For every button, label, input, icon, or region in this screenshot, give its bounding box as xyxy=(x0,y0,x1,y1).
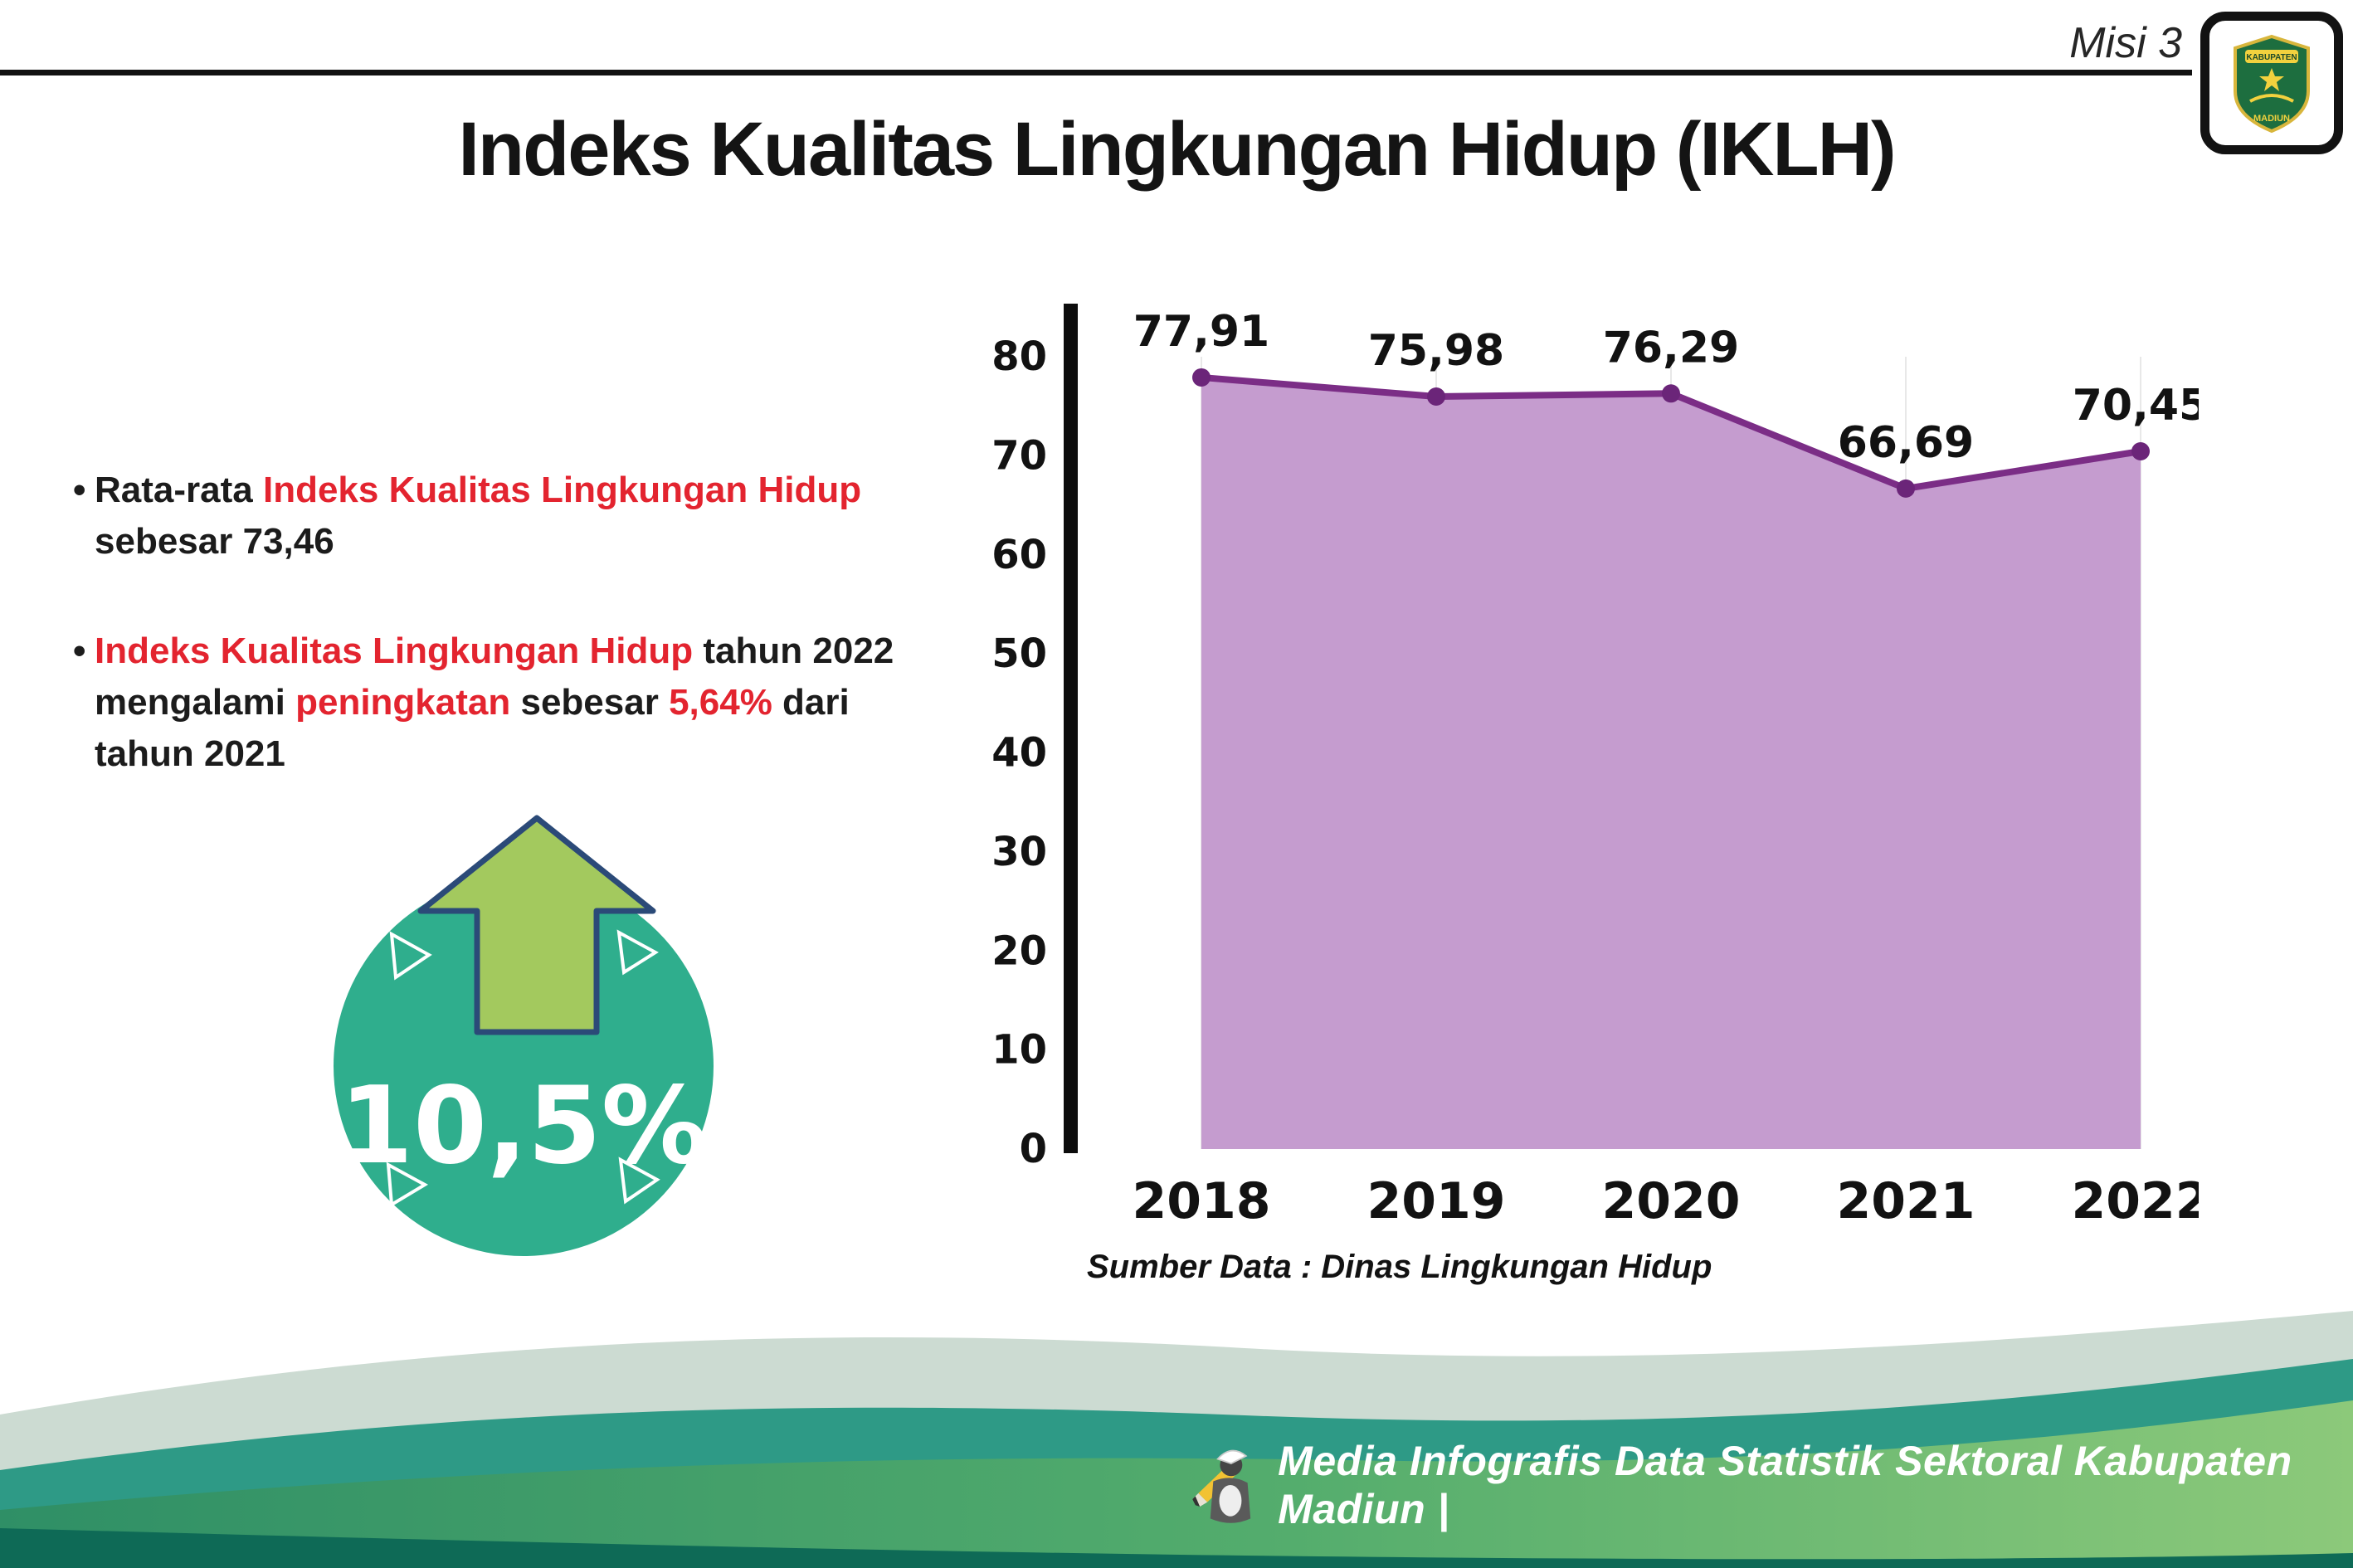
kabupaten-madiun-emblem-icon: KABUPATEN MADIUN xyxy=(2234,34,2310,134)
text-segment: peningkatan xyxy=(295,682,511,723)
badge-value: 10,5% xyxy=(339,1064,709,1188)
bullet-dot: • xyxy=(73,631,86,671)
data-point xyxy=(1662,384,1680,403)
y-tick-label: 60 xyxy=(991,532,1047,578)
text-segment: Rata-rata xyxy=(95,470,263,510)
value-label: 66,69 xyxy=(1838,418,1974,468)
x-tick-label: 2020 xyxy=(1602,1172,1741,1230)
x-tick-label: 2018 xyxy=(1133,1172,1271,1230)
bullet-text: Rata-rata Indeks Kualitas Lingkungan Hid… xyxy=(95,465,1011,567)
mascot-icon xyxy=(1192,1449,1251,1523)
up-arrow-shape xyxy=(417,815,656,1035)
logo-star-icon xyxy=(2259,68,2284,91)
bullet-item: • Indeks Kualitas Lingkungan Hidup tahun … xyxy=(73,626,1011,780)
value-label: 75,98 xyxy=(1368,326,1504,376)
text-segment: tahun 2022 xyxy=(693,631,894,671)
y-axis xyxy=(1064,304,1078,1153)
text-segment: tahun 2021 xyxy=(95,733,285,774)
triangle-icon xyxy=(616,929,659,976)
triangle-icon xyxy=(389,931,432,981)
triangle-icon xyxy=(386,1161,429,1208)
data-point xyxy=(2131,442,2150,461)
text-segment: mengalami xyxy=(95,682,296,723)
iklh-area-chart: 77,91 75,98 76,29 66,69 70,45 0 10 20 30 40 50 60 70… xyxy=(991,304,2210,1230)
y-tick-label: 80 xyxy=(991,334,1047,380)
logo-text-bottom: MADIUN xyxy=(2253,114,2290,124)
page-title: Indeks Kualitas Lingkungan Hidup (IKLH) xyxy=(458,107,1896,192)
text-segment: Indeks Kualitas Lingkungan Hidup xyxy=(262,470,862,510)
y-tick-label: 0 xyxy=(1020,1126,1047,1172)
value-label: 77,91 xyxy=(1133,307,1269,357)
footer-caption: Media Infografis Data Statistik Sektoral… xyxy=(1278,1438,2292,1532)
footer-waves xyxy=(0,1311,2353,1568)
misi-label: Misi 3 xyxy=(2069,19,2182,67)
header-divider xyxy=(0,70,2192,75)
value-label: 76,29 xyxy=(1603,323,1739,373)
mascot-hat xyxy=(1216,1449,1248,1464)
x-tick-label: 2021 xyxy=(1837,1172,1975,1230)
footer-caption-row: Media Infografis Data Statistik Sektoral… xyxy=(1186,1438,2353,1532)
up-arrow-svg xyxy=(417,815,656,1035)
text-segment: 5,64% xyxy=(669,682,772,723)
bullet-item: • Rata-rata Indeks Kualitas Lingkungan Hi… xyxy=(73,465,1011,567)
data-point xyxy=(1897,479,1915,498)
triangle-icon xyxy=(618,1157,660,1205)
bullet-text: Indeks Kualitas Lingkungan Hidup tahun 2… xyxy=(95,626,1011,780)
pencil-tip xyxy=(1192,1493,1208,1507)
text-segment: dari xyxy=(772,682,850,723)
y-tick-label: 70 xyxy=(991,432,1047,479)
logo-text-top: KABUPATEN xyxy=(2246,53,2297,62)
y-tick-label: 50 xyxy=(991,631,1047,677)
x-tick-label: 2022 xyxy=(2072,1172,2200,1230)
data-point xyxy=(1192,368,1211,387)
wave-dark xyxy=(0,1528,2353,1568)
badge-triangle-decorations xyxy=(386,929,660,1208)
logo-banner xyxy=(2245,50,2298,63)
text-segment: sebesar 73,46 xyxy=(95,521,334,562)
logo-wreath xyxy=(2249,94,2294,103)
y-tick-label: 30 xyxy=(991,829,1047,875)
data-point xyxy=(1427,387,1445,406)
up-arrow-icon xyxy=(411,813,660,1039)
kabupaten-madiun-logo: KABUPATEN MADIUN xyxy=(2200,12,2343,154)
wave-green xyxy=(0,1400,2353,1568)
x-tick-label: 2019 xyxy=(1367,1172,1506,1230)
area-fill xyxy=(1201,377,2141,1150)
y-tick-label: 40 xyxy=(991,730,1047,777)
source-label: Sumber Data : Dinas Lingkungan Hidup xyxy=(1087,1249,1712,1285)
mascot-chest xyxy=(1219,1485,1242,1517)
bullet-dot: • xyxy=(73,470,86,510)
y-tick-label: 20 xyxy=(991,928,1047,974)
pencil-lead xyxy=(1192,1496,1201,1507)
chart-region: 77,91 75,98 76,29 66,69 70,45 0 10 20 30 40 50 60 70… xyxy=(954,282,2210,1261)
bullet-list: • Rata-rata Indeks Kualitas Lingkungan Hi… xyxy=(73,465,1011,838)
text-segment: sebesar xyxy=(510,682,670,723)
text-segment: Indeks Kualitas Lingkungan Hidup xyxy=(95,631,694,671)
value-label: 70,45 xyxy=(2073,381,2199,431)
y-tick-label: 10 xyxy=(991,1027,1047,1074)
